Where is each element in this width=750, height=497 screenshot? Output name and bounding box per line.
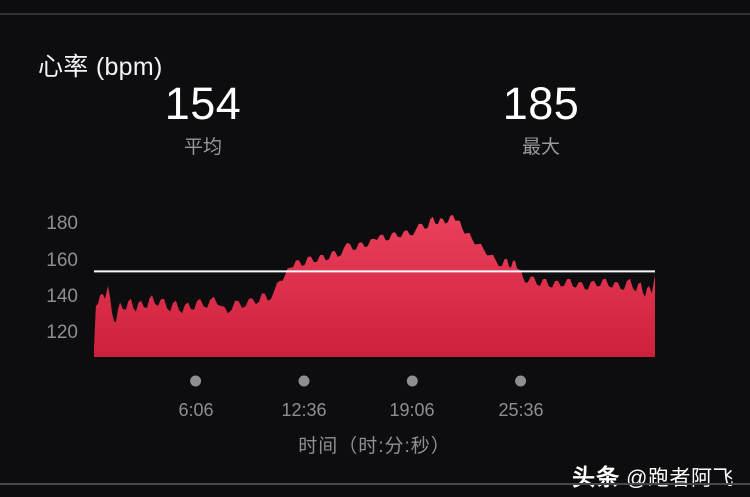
x-axis-tick-label: 19:06 — [389, 400, 435, 420]
average-heart-rate-label: 平均 — [183, 137, 222, 158]
average-heart-rate-stat: 154 平均 — [93, 80, 313, 159]
page-title: 心率 (bpm) — [38, 52, 163, 81]
average-heart-rate-value: 154 — [164, 78, 242, 129]
x-axis-tick-label: 12:36 — [281, 400, 327, 420]
x-axis-tick-label: 6:06 — [178, 400, 214, 420]
y-axis-tick-label: 180 — [46, 213, 78, 234]
time-marker-dot — [406, 375, 418, 387]
time-marker-dot — [190, 375, 202, 387]
y-axis-tick-label: 160 — [46, 250, 78, 271]
watermark-brand: 头条 — [572, 464, 621, 490]
top-divider — [0, 13, 750, 15]
max-heart-rate-value: 185 — [502, 78, 580, 129]
time-marker-dot — [515, 375, 527, 387]
heart-rate-series-area — [94, 215, 655, 357]
bottom-divider — [0, 483, 750, 485]
y-axis-tick-label: 120 — [46, 322, 78, 343]
time-marker-dot — [298, 375, 310, 387]
max-heart-rate-stat: 185 最大 — [431, 80, 651, 159]
x-axis-title: 时间（时:分:秒） — [298, 436, 451, 457]
x-axis-tick-label: 25:36 — [498, 400, 544, 420]
watermark-handle: @跑者阿飞 — [626, 467, 734, 490]
max-heart-rate-label: 最大 — [521, 137, 560, 158]
watermark: 头条 @跑者阿飞 — [572, 458, 734, 492]
y-axis-tick-label: 140 — [46, 286, 78, 307]
